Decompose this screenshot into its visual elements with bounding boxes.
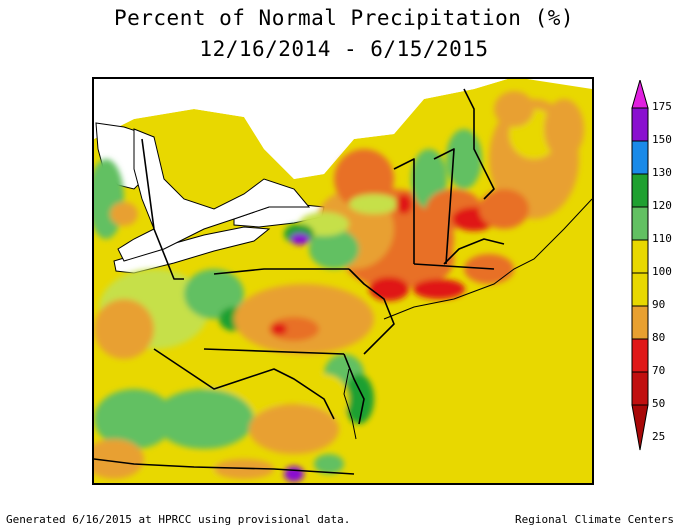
map-title: Percent of Normal Precipitation (%)	[113, 6, 574, 30]
legend-bin-150	[631, 107, 649, 142]
legend-bin-130	[631, 140, 649, 175]
legend-bin-70	[631, 338, 649, 373]
legend-bottom-arrow	[631, 404, 649, 451]
legend-colorbar	[631, 80, 649, 451]
lake-huron-body	[117, 128, 311, 262]
chesapeake-bay	[343, 368, 357, 440]
legend-bin-120	[631, 173, 649, 208]
atlantic-coast	[383, 198, 592, 320]
legend-label-150: 150	[652, 133, 672, 146]
legend-bin-110	[631, 206, 649, 241]
legend-label-25: 25	[652, 430, 666, 443]
legend-bin-100	[631, 239, 649, 274]
legend-bin-80	[631, 305, 649, 340]
legend-label-70: 70	[652, 364, 666, 377]
footer-attribution: Regional Climate Centers	[515, 513, 674, 526]
state-borders	[94, 88, 505, 475]
lake-erie	[113, 226, 271, 274]
legend-label-80: 80	[652, 331, 666, 344]
map-canvas	[94, 79, 592, 483]
legend-label-50: 50	[652, 397, 666, 410]
legend-bin-50	[631, 371, 649, 406]
precip-fields	[94, 91, 584, 482]
legend-label-100: 100	[652, 265, 672, 278]
legend-top-arrow	[631, 80, 649, 109]
footer-generated-note: Generated 6/16/2015 at HPRCC using provi…	[6, 513, 351, 526]
legend-bin-90	[631, 272, 649, 307]
legend-label-120: 120	[652, 199, 672, 212]
legend-label-110: 110	[652, 232, 672, 245]
color-legend: 175 150 130 120 110 100 90 80 70 50 25	[628, 80, 688, 460]
legend-label-175: 175	[652, 100, 672, 113]
precipitation-map[interactable]	[92, 77, 594, 485]
canada-land	[94, 79, 592, 179]
map-subtitle: 12/16/2014 - 6/15/2015	[199, 37, 489, 61]
legend-label-130: 130	[652, 166, 672, 179]
legend-label-90: 90	[652, 298, 666, 311]
